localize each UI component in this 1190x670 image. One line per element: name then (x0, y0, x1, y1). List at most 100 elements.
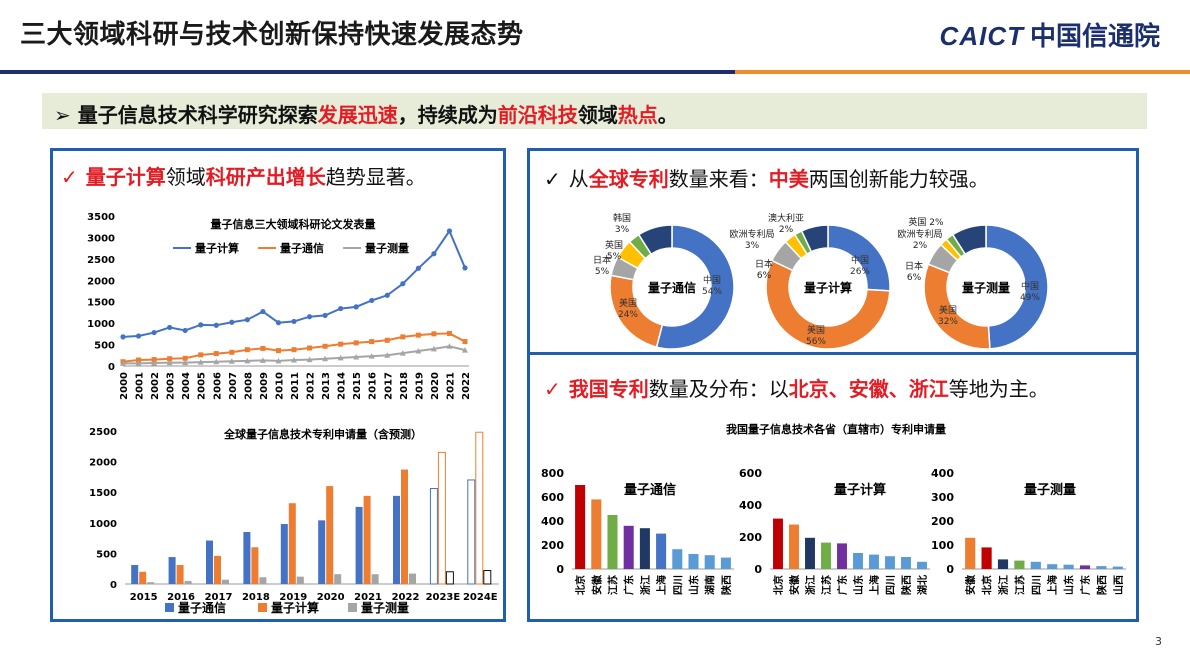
bar (917, 561, 927, 569)
banner-highlight: 前沿科技 (497, 103, 578, 127)
bar (821, 542, 831, 569)
data-point (431, 251, 437, 257)
x-tick-label: 四川 (1031, 575, 1043, 595)
left-panel: ✓ 量子计算领域科研产出增长趋势显著。 量子信息三大领域科研论文发表量 0 500 10… (50, 148, 506, 622)
chart-title: 我国量子信息技术各省（直辖市）专利申请量 (726, 422, 946, 436)
slice-label: 美国 24% (618, 297, 638, 320)
data-point (135, 360, 142, 366)
bar (639, 528, 650, 569)
x-tick-label: 2020 (317, 592, 345, 603)
heading-text: 从 (568, 167, 589, 191)
data-point (337, 354, 344, 361)
x-tick-label: 2024E (463, 592, 498, 603)
y-tick-label: 2500 (87, 255, 115, 266)
data-point (229, 349, 235, 355)
bar (214, 555, 221, 584)
patents-bar-chart: 全球量子信息技术专利申请量（含预测） 0 500 1000 1500 2000 2500 20… (89, 427, 499, 615)
data-point (166, 359, 173, 366)
heading-highlight: 北京、安徽、浙江 (788, 377, 949, 401)
bar (1063, 564, 1074, 569)
data-point (368, 353, 375, 359)
legend-label: 量子通信 (280, 241, 324, 255)
y-tick-label: 2000 (87, 276, 115, 287)
x-tick-label: 2019 (279, 592, 307, 603)
bar (965, 537, 976, 569)
x-tick-label: 浙江 (997, 575, 1010, 595)
y-tick-label: 500 (96, 549, 117, 560)
bar (139, 571, 147, 584)
data-point (446, 228, 453, 234)
x-tick-label: 2016 (167, 592, 195, 603)
data-point (244, 347, 250, 353)
data-point (353, 304, 359, 310)
y-tick-label: 200 (541, 539, 564, 552)
y-tick-label: 0 (108, 362, 115, 373)
x-tick-label: 广东 (623, 575, 636, 595)
x-tick-label: 浙江 (639, 575, 652, 595)
bar (445, 571, 454, 585)
heading-text: 趋势显著。 (325, 165, 426, 189)
page-number: 3 (1155, 635, 1162, 648)
x-tick-label: 上海 (868, 575, 881, 595)
bar (656, 533, 667, 569)
data-point (462, 347, 468, 353)
x-tick-label: 陕西 (1095, 575, 1108, 595)
x-tick-label: 北京 (772, 575, 785, 595)
bar (837, 543, 847, 569)
heading-text: 数量来看： (668, 167, 769, 191)
data-point (384, 292, 390, 298)
slice-label: 日本 6% (905, 260, 923, 283)
bar (371, 574, 379, 584)
bar (483, 570, 492, 585)
x-tick-label: 2002 (150, 372, 161, 400)
data-point (244, 357, 251, 364)
x-tick-label: 2023E (426, 592, 461, 603)
data-point (322, 343, 328, 349)
bar (672, 549, 683, 569)
data-point (275, 357, 282, 364)
x-tick-label: 山东 (1063, 575, 1076, 595)
x-tick-label: 陕西 (900, 575, 913, 595)
data-point (228, 358, 235, 364)
papers-line-chart: 量子信息三大领域科研论文发表量 0 500 1000 1500 2000 2500 3000 3… (87, 212, 472, 400)
slice-label: 美国 56% (806, 324, 826, 347)
legend-label: 量子计算 (195, 241, 239, 255)
x-tick-label: 2021 (445, 372, 456, 400)
x-tick-label: 2017 (205, 592, 233, 603)
slice-label: 韩国 3% (613, 212, 631, 235)
bar (720, 557, 731, 569)
x-tick-label: 2022 (461, 372, 472, 400)
data-point (338, 305, 344, 312)
x-tick-label: 2018 (242, 592, 270, 603)
x-tick-label: 2004 (181, 372, 192, 400)
data-point (400, 281, 406, 287)
y-tick-label: 0 (110, 580, 117, 591)
x-tick-label: 陕西 (720, 575, 733, 595)
x-tick-label: 江苏 (820, 575, 833, 595)
check-icon: ✓ (544, 377, 561, 401)
bar (901, 557, 911, 569)
heading-highlight: 我国专利 (568, 377, 649, 401)
pie-slice (637, 224, 673, 256)
data-point (338, 341, 344, 347)
bar (575, 485, 586, 569)
slice-label: 英国 2% (908, 216, 944, 228)
data-point (259, 357, 266, 363)
data-point (182, 327, 188, 334)
bar (251, 547, 259, 584)
data-point (430, 345, 437, 352)
heading-highlight: 科研产出增长 (205, 165, 326, 189)
x-tick-label: 2016 (368, 372, 379, 400)
y-tick-label: 100 (931, 539, 954, 552)
data-point (369, 339, 375, 345)
pie-slice (985, 224, 1049, 350)
x-tick-label: 2020 (430, 372, 441, 400)
x-tick-label: 浙江 (804, 575, 817, 595)
data-point (399, 350, 406, 356)
x-tick-label: 广东 (1079, 575, 1092, 595)
y-tick-label: 2000 (89, 458, 117, 469)
bar (296, 576, 304, 584)
data-point (182, 359, 189, 366)
data-point (353, 340, 359, 346)
bar (363, 495, 371, 584)
